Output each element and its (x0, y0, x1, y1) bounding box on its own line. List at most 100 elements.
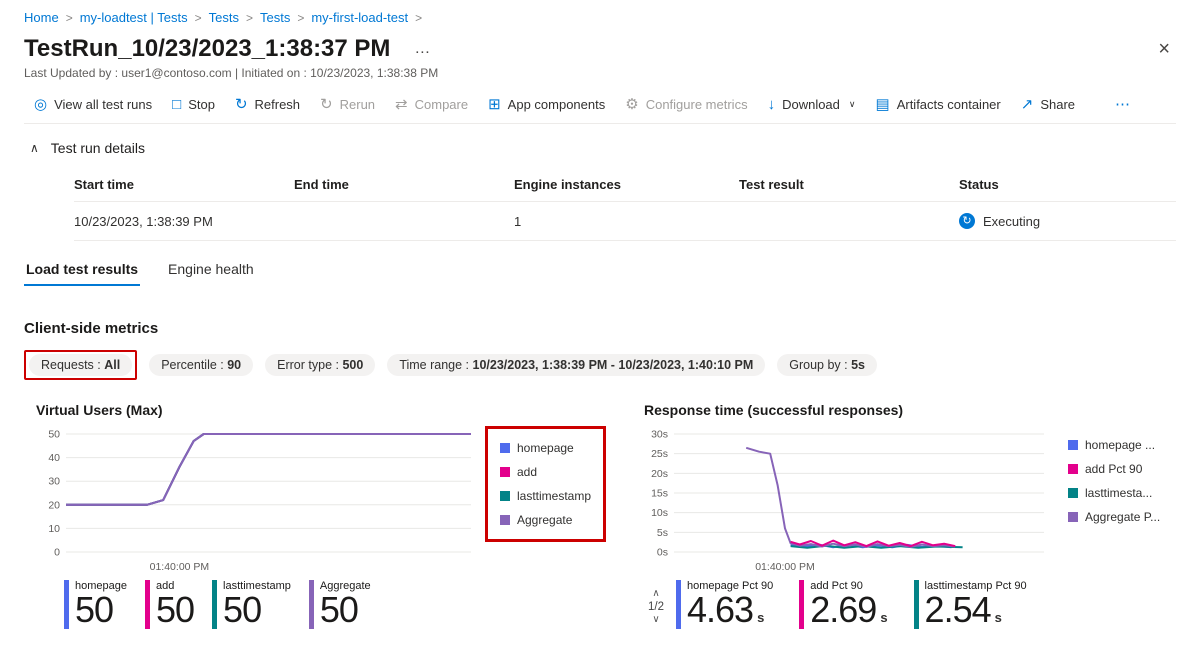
metric-color-bar (212, 580, 218, 629)
filter-label: Requests (41, 358, 94, 372)
legend-label: homepage ... (1085, 438, 1156, 452)
filter-label: Error type (277, 358, 333, 372)
metric-card-value: 4.63 (687, 589, 754, 630)
pager-chevron-down-icon[interactable]: ∨ (652, 614, 660, 625)
filter-error-type[interactable]: Error type : 500 (265, 354, 376, 376)
metric-card-number: 50 (75, 591, 127, 629)
sync-icon: ↻ (959, 213, 975, 229)
series-add-pct-90 (790, 539, 956, 548)
metric-card-add-pct-90: add Pct 90 2.69 s (799, 580, 888, 630)
metric-color-bar (64, 580, 69, 629)
filter-value: 5s (851, 358, 865, 372)
metric-card-value: 2.69 (810, 589, 877, 630)
y-tick-label: 10s (651, 507, 668, 519)
response-time-chart[interactable]: 0s 5s 10s 15s 20s 25s 30s 01:40:00 PM (632, 426, 1052, 578)
y-tick-label: 50 (48, 429, 60, 441)
legend-item-aggregate-p[interactable]: Aggregate P... (1068, 510, 1160, 524)
series-aggregate (66, 433, 471, 506)
virtual-users-chart-area: 0 10 20 30 40 50 01:40:00 PM homepage add lastti… (24, 426, 608, 578)
breadcrumb-home[interactable]: Home (24, 10, 59, 25)
toolbar-stop-button[interactable]: □ Stop (162, 92, 225, 117)
filter-time-range[interactable]: Time range : 10/23/2023, 1:38:39 PM - 10… (387, 354, 766, 376)
legend-item-add[interactable]: add (500, 465, 591, 479)
metric-card-add: add 50 (145, 580, 195, 629)
legend-item-homepage[interactable]: homepage ... (1068, 438, 1160, 452)
metric-card-label: add (156, 580, 175, 592)
filter-group-by[interactable]: Group by : 5s (777, 354, 877, 376)
cell-test-result (739, 210, 959, 232)
pager-label: 1/2 (648, 601, 664, 613)
column-header-end-time: End time (294, 177, 349, 192)
breadcrumb-tests[interactable]: Tests (208, 10, 239, 25)
toolbar-label: Artifacts container (896, 97, 1001, 112)
download-icon: ↓ (767, 96, 776, 113)
metric-card-label: homepage (75, 580, 127, 592)
pager-chevron-up-icon[interactable]: ∧ (652, 588, 660, 599)
toolbar-more-button[interactable]: ⋯ (1105, 92, 1140, 117)
legend-item-add-pct-90[interactable]: add Pct 90 (1068, 462, 1160, 476)
toolbar-artifacts-container-button[interactable]: ▤ Artifacts container (866, 92, 1011, 117)
virtual-users-chart[interactable]: 0 10 20 30 40 50 01:40:00 PM (24, 426, 479, 578)
legend-item-lasttimesta[interactable]: lasttimesta... (1068, 486, 1160, 500)
toolbar-label: App components (507, 97, 606, 112)
toolbar-refresh-button[interactable]: ↻ Refresh (225, 92, 310, 117)
y-tick-label: 25s (651, 448, 668, 460)
metric-color-bar (913, 580, 919, 629)
metric-color-bar (799, 580, 805, 629)
toolbar-share-button[interactable]: ↗ Share (1011, 92, 1085, 117)
toolbar-download-button[interactable]: ↓ Download ∨ (758, 92, 866, 117)
configure-metrics-icon: ⚙ (625, 96, 639, 113)
breadcrumb: Home > my-loadtest | Tests > Tests > Tests > my-… (24, 10, 1176, 25)
filter-separator: : (332, 358, 343, 372)
toolbar-rerun-button[interactable]: ↻ Rerun (310, 92, 385, 117)
response-time-chart-area: 0s 5s 10s 15s 20s 25s 30s 01:40:00 PM homepage … (632, 426, 1176, 578)
legend-label: lasttimesta... (1085, 486, 1153, 500)
legend-swatch (500, 443, 510, 453)
filter-requests[interactable]: Requests : All (29, 354, 133, 376)
breadcrumb-tests[interactable]: Tests (259, 10, 291, 25)
filter-pills: Requests : All Percentile : 90 Error type … (24, 350, 1176, 380)
legend-item-lasttimestamp[interactable]: lasttimestamp (500, 489, 591, 503)
table-row: 10/23/2023, 1:38:39 PM 1 ↻ Executing (74, 202, 1176, 241)
rerun-icon: ↻ (320, 96, 333, 113)
breadcrumb-my-loadtest-tests[interactable]: my-loadtest | Tests (79, 10, 188, 25)
filter-separator: : (93, 358, 105, 372)
metric-card-lasttimestamp: lasttimestamp 50 (212, 580, 291, 629)
y-tick-label: 20 (48, 499, 60, 511)
metric-card-unit: s (757, 610, 765, 625)
status-text: Executing (983, 213, 1041, 229)
metrics-pager: ∧ 1/2 ∨ (648, 588, 664, 626)
toolbar-compare-button[interactable]: ⇄ Compare (385, 92, 478, 117)
test-run-details-toggle[interactable]: ∧ Test run details (24, 140, 1176, 156)
virtual-users-block: Virtual Users (Max) 0 10 20 30 40 50 01:40:00 … (24, 402, 608, 629)
series-lasttimestamp-pct-90 (790, 544, 963, 549)
legend-item-aggregate[interactable]: Aggregate (500, 513, 591, 527)
metric-color-bar (308, 580, 314, 629)
breadcrumb-my-first-load-test[interactable]: my-first-load-test (311, 10, 409, 25)
y-tick-label: 30s (651, 429, 668, 441)
artifacts-container-icon: ▤ (875, 96, 890, 113)
toolbar-label: Share (1040, 97, 1076, 112)
tab-engine-health[interactable]: Engine health (166, 261, 256, 286)
legend-item-homepage[interactable]: homepage (500, 441, 591, 455)
metric-card-number: 2.54 s (925, 591, 1027, 629)
metric-card-body: homepage 50 (75, 580, 127, 629)
toolbar-configure-metrics-button[interactable]: ⚙ Configure metrics (615, 92, 757, 117)
compare-icon: ⇄ (395, 96, 408, 113)
metric-card-number: 50 (223, 591, 291, 629)
breadcrumb-separator: > (297, 11, 305, 25)
filter-percentile[interactable]: Percentile : 90 (149, 354, 254, 376)
toolbar-app-components-button[interactable]: ⊞ App components (478, 92, 615, 117)
series-homepage (66, 433, 471, 506)
title-more-options-button[interactable]: … (408, 39, 436, 59)
metric-card-body: add 50 (156, 580, 195, 629)
tab-load-test-results[interactable]: Load test results (24, 261, 141, 286)
close-icon[interactable]: × (1152, 38, 1176, 60)
toolbar-view-all-test-runs-button[interactable]: ◎ View all test runs (24, 92, 162, 117)
share-icon: ↗ (1020, 96, 1034, 113)
cell-engine-instances: 1 (514, 213, 522, 229)
table-header-row: Start time End time Engine instances Test r… (74, 168, 1176, 202)
virtual-users-summary: homepage 50 add 50 lasttimestamp 50 Aggregate 5… (64, 580, 608, 629)
y-tick-label: 15s (651, 488, 668, 500)
legend-label: Aggregate P... (1085, 510, 1161, 524)
